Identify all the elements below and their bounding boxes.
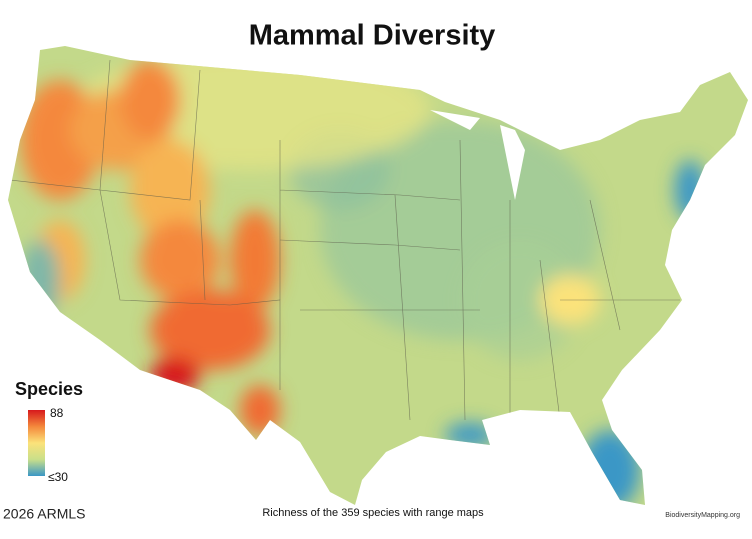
us-map [8,46,748,505]
legend-high: 88 [50,406,64,420]
state-borders [9,59,680,430]
legend-bar [28,410,45,476]
map-title: Mammal Diversity [249,20,496,52]
legend-title: Species [15,379,83,399]
richness-surface [20,50,705,505]
legend-low: ≤30 [48,470,68,484]
caption: Richness of the 359 species with range m… [262,507,484,519]
watermark: 2026 ARMLS [3,506,86,522]
credit: BiodiversityMapping.org [665,512,740,519]
great-lakes [430,110,525,200]
